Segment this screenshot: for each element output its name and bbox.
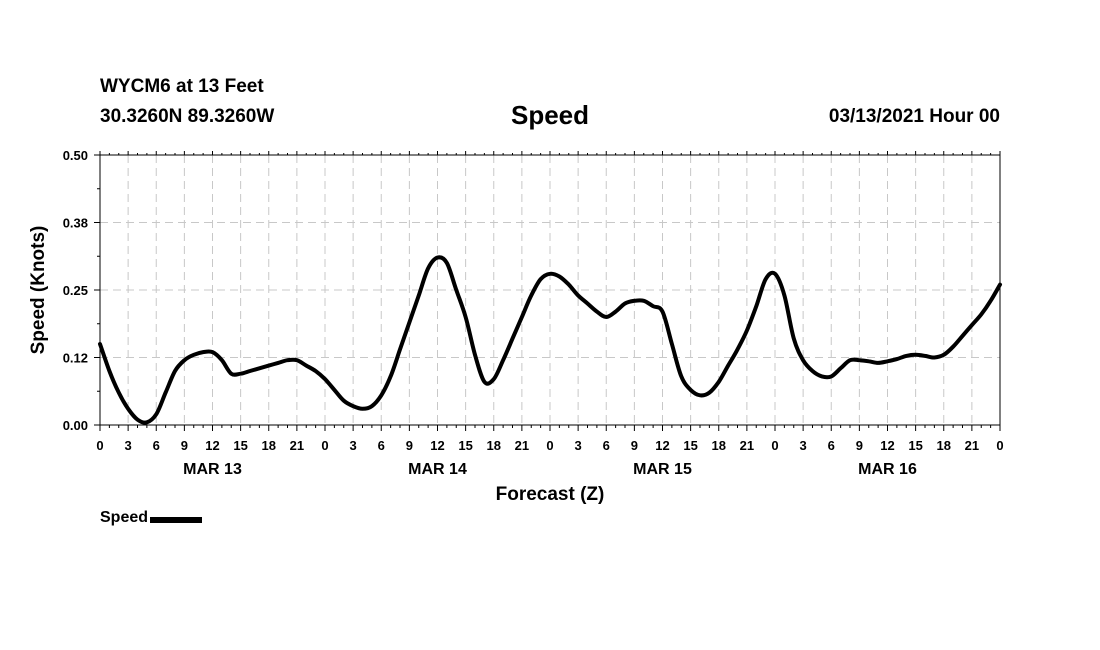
grid-lines: [100, 155, 1000, 425]
x-tick-label: 3: [575, 438, 582, 453]
y-tick-label: 0.00: [63, 418, 88, 433]
y-axis-label: Speed (Knots): [28, 226, 49, 355]
day-label: MAR 14: [408, 461, 467, 478]
day-label: MAR 13: [183, 461, 242, 478]
axis-ticks: [94, 151, 1001, 431]
x-tick-label: 12: [655, 438, 669, 453]
x-tick-label: 15: [458, 438, 472, 453]
coordinates-label: 30.3260N 89.3260W: [100, 106, 275, 127]
legend: Speed: [100, 509, 203, 527]
x-tick-label: 12: [205, 438, 219, 453]
x-tick-labels: 0 3 6 9 12 15 18 21 0 3 6 9 12 15 18 21 0 3 6 9 12 15 18 21 0 3 6 9…: [96, 438, 1003, 453]
x-tick-label: 18: [262, 438, 276, 453]
y-tick-labels: 0.00 0.12 0.25 0.38 0.50: [63, 148, 88, 433]
x-tick-label: 9: [856, 438, 863, 453]
forecast-datetime: 03/13/2021 Hour 00: [828, 106, 1000, 127]
y-tick-label: 0.38: [63, 216, 88, 231]
chart-title: Speed: [510, 100, 590, 130]
x-tick-label: 6: [153, 438, 160, 453]
x-tick-label: 9: [631, 438, 638, 453]
plot-frame: [99, 154, 1001, 426]
x-tick-label: 0: [771, 438, 778, 453]
speed-series-line: [98, 255, 1002, 425]
legend-label: Speed: [100, 509, 149, 526]
x-tick-label: 15: [233, 438, 247, 453]
x-tick-label: 21: [515, 438, 529, 453]
x-tick-label: 0: [546, 438, 553, 453]
y-tick-label: 0.25: [63, 283, 88, 298]
x-tick-label: 0: [996, 438, 1003, 453]
x-tick-label: 9: [181, 438, 188, 453]
legend-swatch: [150, 517, 203, 523]
x-tick-label: 3: [125, 438, 132, 453]
x-tick-label: 15: [683, 438, 697, 453]
x-axis-label: Forecast (Z): [496, 484, 605, 505]
day-label: MAR 16: [858, 461, 917, 478]
day-labels: MAR 13 MAR 14 MAR 15 MAR 16: [183, 461, 917, 478]
x-tick-label: 15: [908, 438, 922, 453]
x-tick-label: 12: [880, 438, 894, 453]
x-tick-label: 21: [740, 438, 754, 453]
x-tick-label: 18: [937, 438, 951, 453]
x-tick-label: 3: [350, 438, 357, 453]
x-tick-label: 3: [800, 438, 807, 453]
x-tick-label: 6: [378, 438, 385, 453]
y-tick-label: 0.50: [63, 148, 88, 163]
x-tick-label: 18: [487, 438, 501, 453]
x-tick-label: 18: [712, 438, 726, 453]
station-label: WYCM6 at 13 Feet: [100, 76, 264, 97]
x-tick-label: 0: [96, 438, 103, 453]
x-tick-label: 21: [965, 438, 979, 453]
x-tick-label: 0: [321, 438, 328, 453]
x-tick-label: 12: [430, 438, 444, 453]
day-label: MAR 15: [633, 461, 692, 478]
x-tick-label: 9: [406, 438, 413, 453]
x-tick-label: 6: [603, 438, 610, 453]
x-tick-label: 21: [290, 438, 304, 453]
x-tick-label: 6: [828, 438, 835, 453]
y-tick-label: 0.12: [63, 351, 88, 366]
